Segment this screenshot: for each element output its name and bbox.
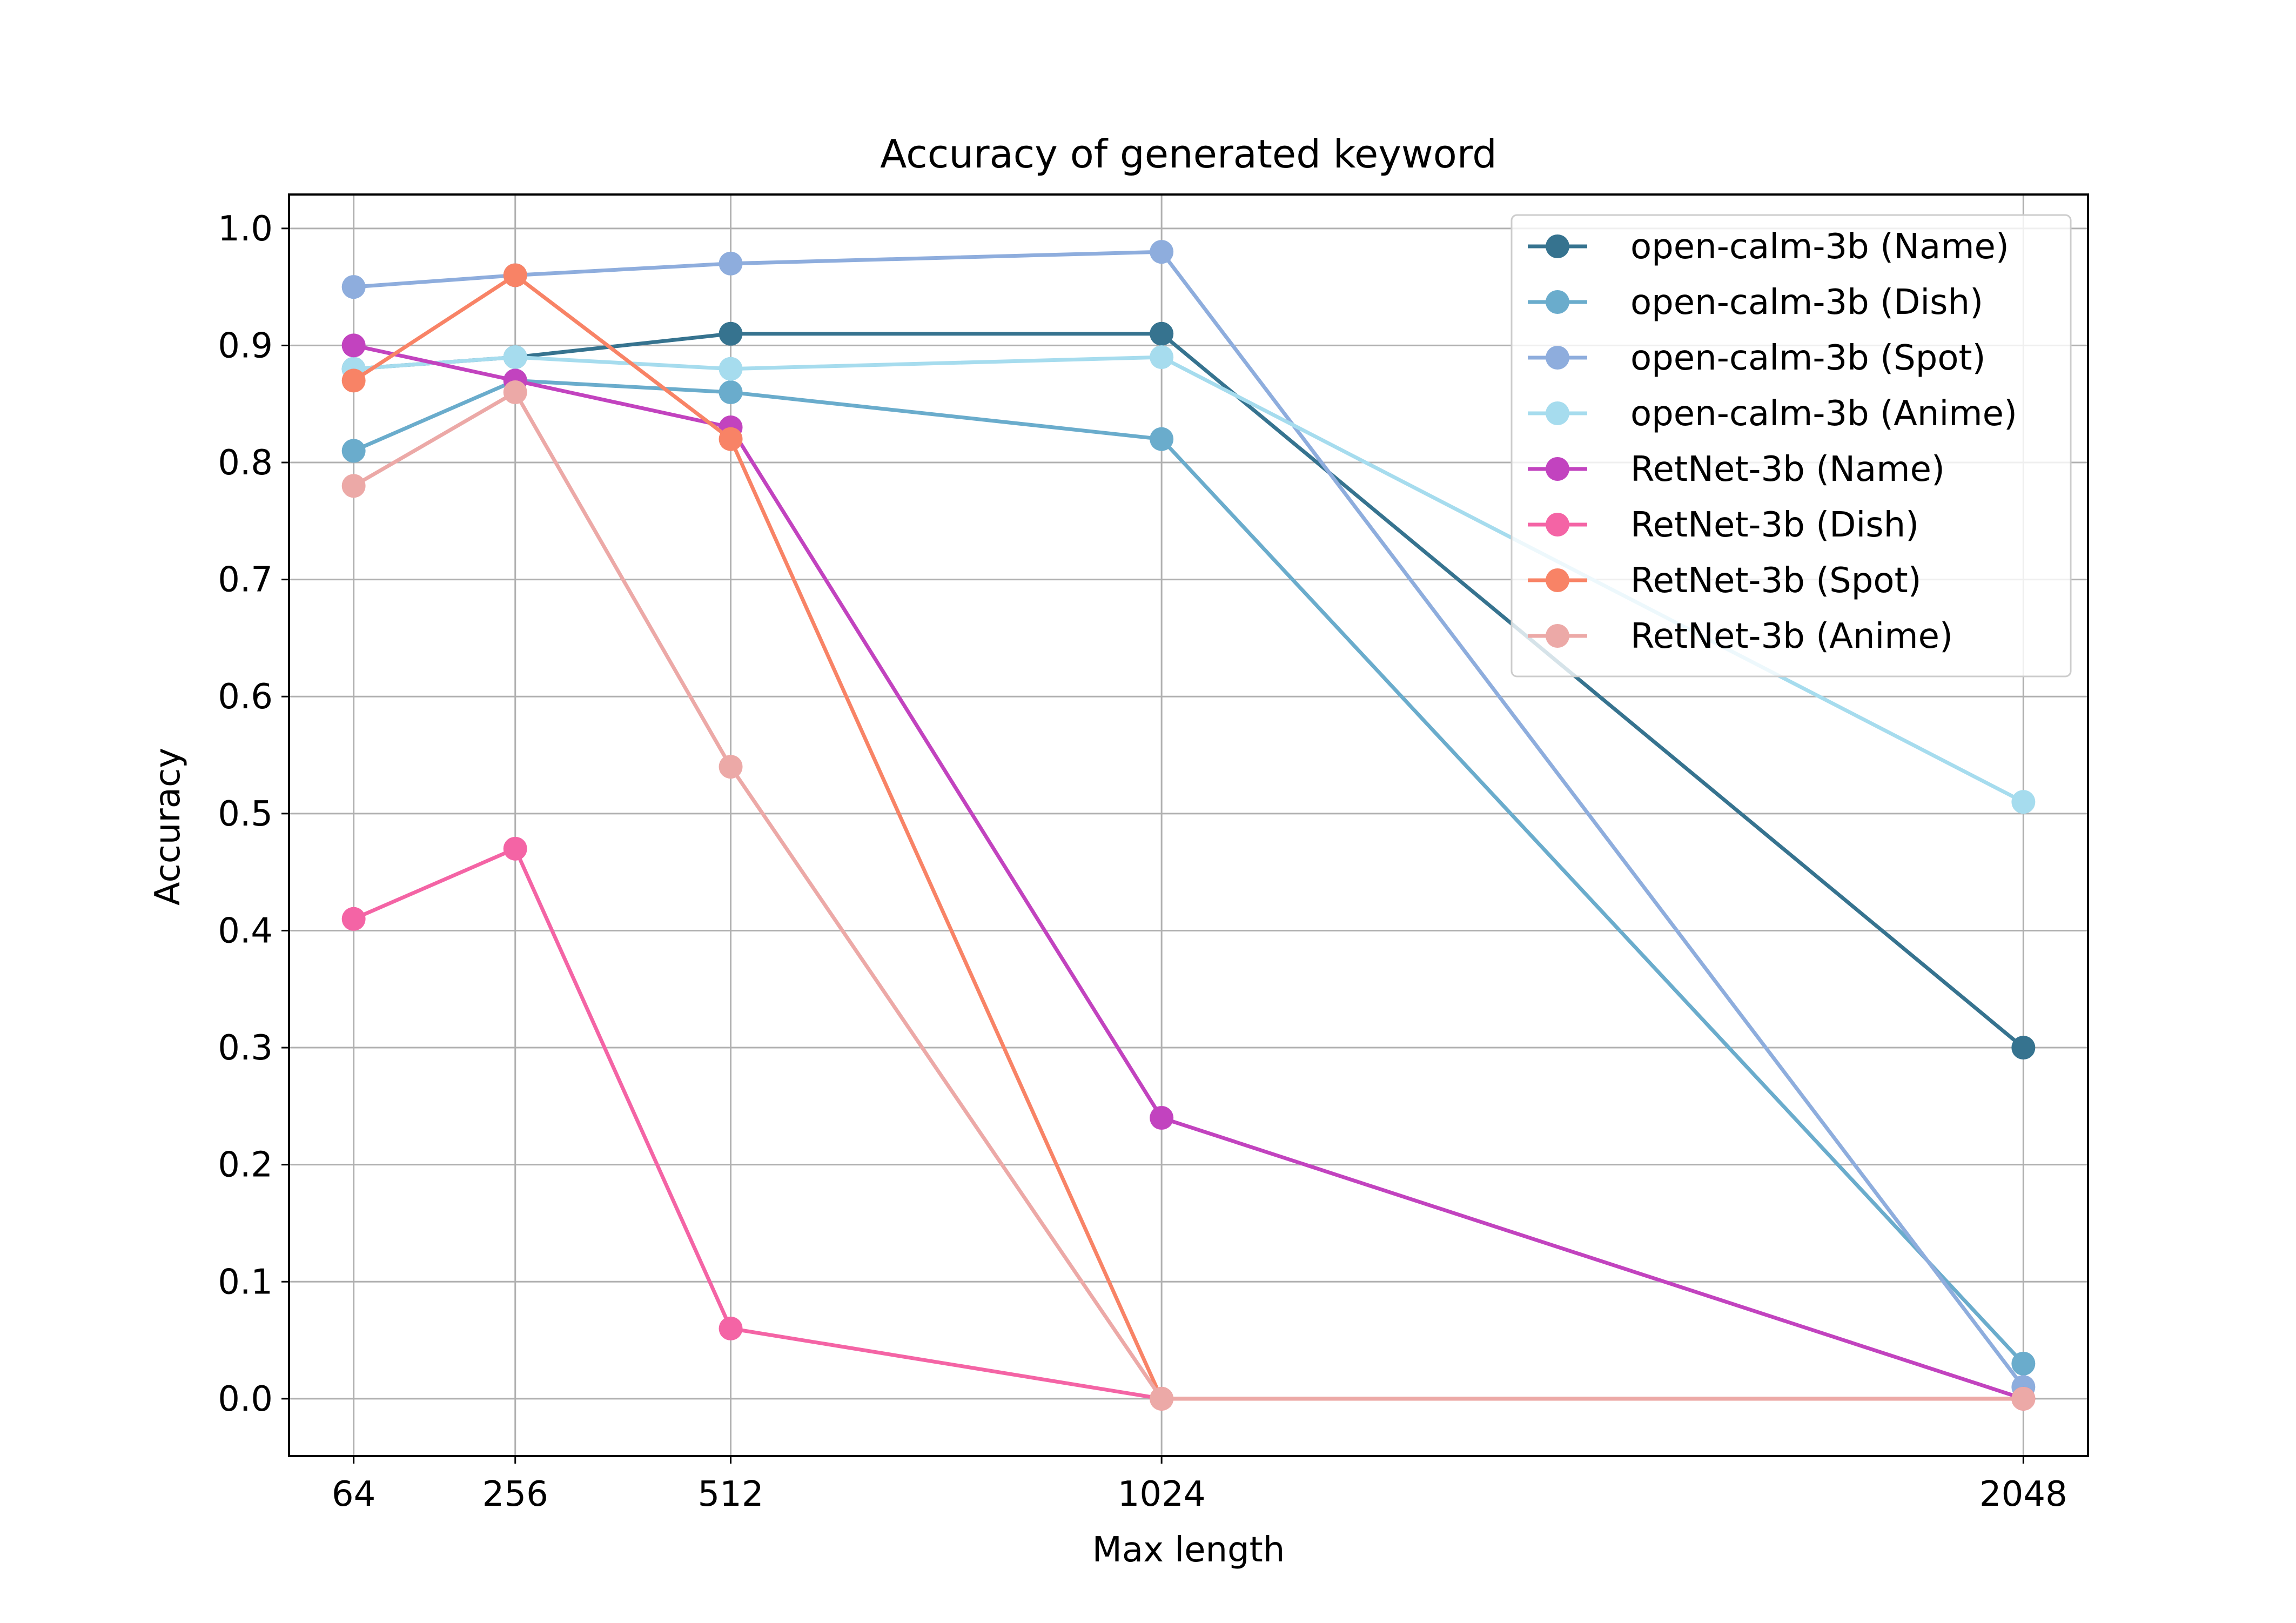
- y-tick-label: 0.5: [218, 794, 273, 834]
- y-tick-label: 0.9: [218, 326, 273, 366]
- data-point: [341, 333, 366, 358]
- y-tick-label: 0.7: [218, 560, 273, 600]
- legend-marker: [1546, 568, 1569, 592]
- legend-item: RetNet-3b (Anime): [1528, 616, 1953, 656]
- legend-box: [1510, 214, 2072, 678]
- legend-label: RetNet-3b (Spot): [1630, 561, 1922, 601]
- data-point: [719, 251, 743, 276]
- data-point: [1150, 427, 1174, 451]
- legend-item: open-calm-3b (Name): [1528, 227, 2009, 267]
- x-tick-label: 256: [482, 1474, 548, 1514]
- x-tick-label: 512: [697, 1474, 763, 1514]
- data-point: [1150, 345, 1174, 370]
- chart-title: Accuracy of generated keyword: [880, 131, 1497, 177]
- plot-frame: [288, 193, 2089, 1457]
- y-tick-label: 0.0: [218, 1379, 273, 1419]
- legend-item: open-calm-3b (Spot): [1528, 338, 1986, 378]
- data-point: [1150, 240, 1174, 264]
- y-tick-label: 0.8: [218, 443, 273, 483]
- legend-label: RetNet-3b (Anime): [1630, 616, 1953, 656]
- data-point: [503, 380, 527, 405]
- legend-marker: [1546, 234, 1569, 258]
- data-point: [2011, 1351, 2036, 1376]
- legend-item: RetNet-3b (Spot): [1528, 561, 1922, 601]
- data-point: [719, 380, 743, 405]
- data-point: [2011, 1386, 2036, 1411]
- axis-ticks: 64 256 512 1024 2048 0.0 0.1 0.2 0.3 0.4 0.5 0.6 0.7…: [218, 209, 2067, 1514]
- data-point: [1150, 1106, 1174, 1130]
- data-point: [719, 755, 743, 779]
- data-point: [1150, 321, 1174, 346]
- data-point: [719, 321, 743, 346]
- legend-marker: [1546, 457, 1569, 481]
- legend-item: RetNet-3b (Dish): [1528, 505, 1919, 545]
- y-tick-label: 0.3: [218, 1028, 273, 1068]
- data-point: [719, 427, 743, 451]
- legend-marker: [1546, 290, 1569, 314]
- legend-marker: [1546, 624, 1569, 648]
- data-point: [503, 263, 527, 287]
- legend-item: RetNet-3b (Name): [1528, 450, 1945, 489]
- y-tick-label: 0.1: [218, 1262, 273, 1302]
- data-point: [341, 907, 366, 931]
- data-point: [2011, 1036, 2036, 1060]
- data-point: [719, 357, 743, 381]
- grid: [289, 195, 2088, 1456]
- data-point: [503, 345, 527, 370]
- series-lines: [341, 240, 2036, 1411]
- legend-marker: [1546, 513, 1569, 536]
- legend-label: open-calm-3b (Anime): [1630, 394, 2017, 434]
- legend-label: open-calm-3b (Spot): [1630, 338, 1986, 378]
- data-point: [341, 474, 366, 498]
- x-tick-label: 2048: [1979, 1474, 2067, 1514]
- y-tick-label: 0.2: [218, 1145, 273, 1185]
- y-tick-label: 1.0: [218, 209, 273, 249]
- x-tick-label: 1024: [1118, 1474, 1206, 1514]
- data-point: [503, 836, 527, 861]
- data-point: [341, 275, 366, 299]
- data-point: [341, 439, 366, 463]
- series-group: [341, 380, 2036, 1411]
- y-axis-label: Accuracy: [148, 748, 188, 906]
- legend-item: open-calm-3b (Dish): [1528, 283, 1983, 323]
- legend-label: open-calm-3b (Name): [1630, 227, 2009, 267]
- legend-label: RetNet-3b (Name): [1630, 450, 1945, 489]
- x-axis-label: Max length: [1092, 1530, 1285, 1570]
- y-tick-label: 0.4: [218, 911, 273, 951]
- legend-marker: [1546, 346, 1569, 370]
- data-point: [719, 1316, 743, 1340]
- x-tick-label: 64: [332, 1474, 375, 1514]
- data-point: [2011, 790, 2036, 814]
- data-point: [1150, 1386, 1174, 1411]
- legend-item: open-calm-3b (Anime): [1528, 394, 2017, 434]
- y-tick-label: 0.6: [218, 677, 273, 717]
- legend-label: RetNet-3b (Dish): [1630, 505, 1919, 545]
- data-point: [341, 368, 366, 393]
- legend-marker: [1546, 401, 1569, 425]
- legend-label: open-calm-3b (Dish): [1630, 283, 1983, 323]
- legend: open-calm-3b (Name) open-calm-3b (Dish) op…: [1510, 214, 2072, 678]
